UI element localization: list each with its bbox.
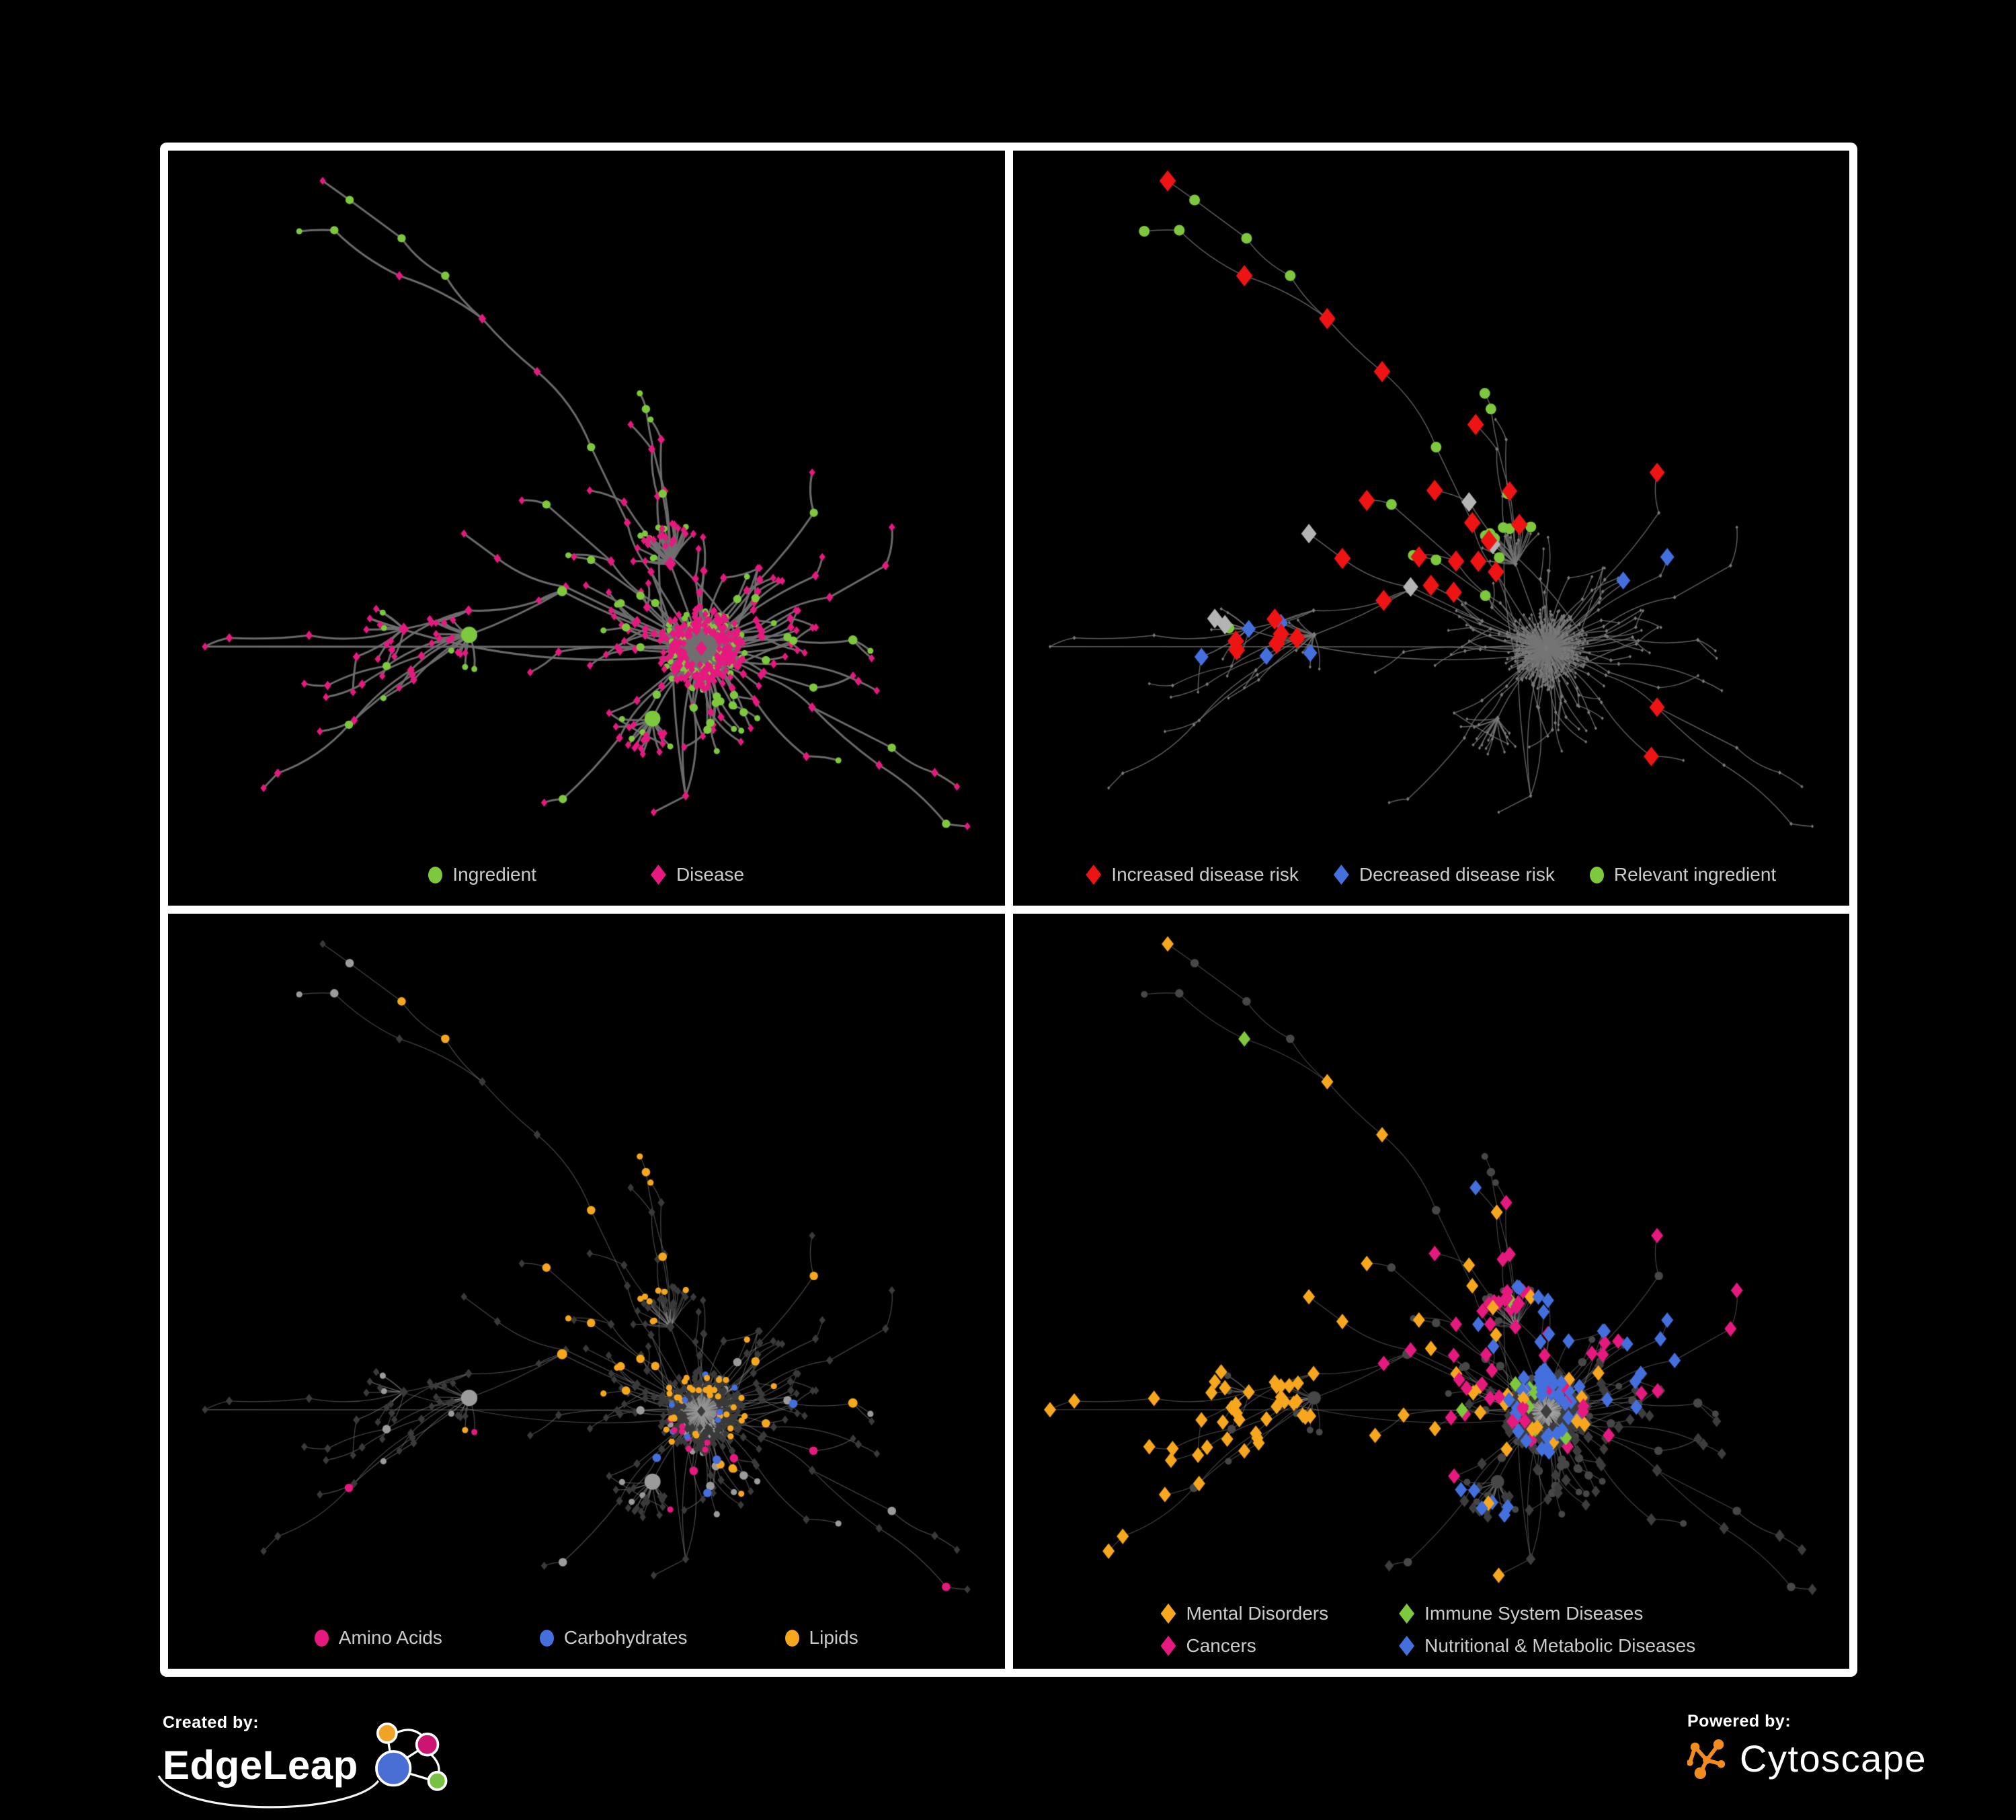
legend-item-disease: Disease bbox=[650, 864, 745, 885]
legend-item-lipids: Lipids bbox=[784, 1627, 858, 1649]
legend-item-carbohydrates: Carbohydrates bbox=[539, 1627, 688, 1649]
mental-disorders-marker bbox=[1160, 1604, 1176, 1624]
legend-item-immune-diseases: Immune System Diseases bbox=[1399, 1603, 1695, 1624]
legend-disease-categories: Mental Disorders Immune System Diseases … bbox=[1013, 1603, 1850, 1657]
legend-item-mental-disorders: Mental Disorders bbox=[1160, 1603, 1329, 1624]
legend-label: Ingredient bbox=[452, 864, 536, 885]
disease-risk-network-canvas bbox=[1012, 151, 1849, 906]
legend-label: Decreased disease risk bbox=[1359, 864, 1555, 885]
cancers-marker bbox=[1160, 1636, 1176, 1656]
legend-item-cancers: Cancers bbox=[1160, 1635, 1329, 1657]
panel-disease-categories: Mental Disorders Immune System Diseases … bbox=[1012, 914, 1850, 1669]
legend-label: Mental Disorders bbox=[1186, 1603, 1329, 1624]
cytoscape-logo-icon bbox=[1687, 1739, 1726, 1779]
panel-disease-risk: Increased disease risk Decreased disease… bbox=[1012, 151, 1850, 906]
legend-label: Disease bbox=[676, 864, 745, 885]
legend-label: Nutritional & Metabolic Diseases bbox=[1424, 1635, 1696, 1656]
legend-item-increased-risk: Increased disease risk bbox=[1086, 864, 1299, 885]
decreased-risk-marker bbox=[1333, 865, 1349, 885]
legend-ingredient-disease: Ingredient Disease bbox=[168, 864, 1005, 885]
edgeleap-logo-icon bbox=[157, 1723, 448, 1809]
powered-by-label: Powered by: bbox=[1687, 1712, 1791, 1731]
legend-item-amino-acids: Amino Acids bbox=[314, 1627, 442, 1649]
relevant-ingredient-marker bbox=[1589, 866, 1604, 883]
carbohydrates-marker bbox=[539, 1629, 554, 1647]
legend-nutrients: Amino Acids Carbohydrates Lipids bbox=[168, 1627, 1005, 1649]
network-grid: Ingredient Disease Increased disease ris… bbox=[160, 143, 1857, 1677]
edgeleap-wordmark: EdgeLeap bbox=[163, 1743, 358, 1788]
lipids-marker bbox=[784, 1629, 799, 1647]
legend-label: Lipids bbox=[809, 1627, 858, 1648]
increased-risk-marker bbox=[1086, 865, 1102, 885]
legend-label: Relevant ingredient bbox=[1613, 864, 1777, 885]
legend-item-relevant-ingredient: Relevant ingredient bbox=[1589, 864, 1777, 885]
ingredient-disease-network-canvas bbox=[168, 151, 1004, 906]
edgeleap-credit: Created by: EdgeLeap bbox=[157, 1713, 455, 1809]
panel-ingredient-disease: Ingredient Disease bbox=[168, 151, 1005, 906]
immune-diseases-marker bbox=[1399, 1604, 1415, 1624]
cytoscape-brand: Cytoscape bbox=[1687, 1737, 1927, 1780]
ingredient-marker bbox=[428, 866, 443, 883]
amino-acids-marker bbox=[314, 1629, 329, 1647]
created-by-label: Created by: bbox=[163, 1713, 259, 1732]
nutritional-metabolic-marker bbox=[1399, 1636, 1415, 1656]
legend-label: Amino Acids bbox=[338, 1627, 442, 1648]
legend-item-decreased-risk: Decreased disease risk bbox=[1333, 864, 1555, 885]
cytoscape-credit: Powered by: Cytosc bbox=[1687, 1712, 1927, 1780]
cytoscape-wordmark: Cytoscape bbox=[1740, 1737, 1927, 1780]
disease-marker bbox=[650, 865, 666, 885]
legend-item-ingredient: Ingredient bbox=[428, 864, 536, 885]
legend-item-nutritional-metabolic: Nutritional & Metabolic Diseases bbox=[1399, 1635, 1695, 1657]
disease-categories-network-canvas bbox=[1012, 914, 1849, 1669]
legend-label: Increased disease risk bbox=[1111, 864, 1299, 885]
edgeleap-brand: EdgeLeap bbox=[157, 1723, 455, 1809]
nutrients-network-canvas bbox=[168, 914, 1004, 1669]
legend-label: Carbohydrates bbox=[563, 1627, 688, 1648]
legend-label: Cancers bbox=[1186, 1635, 1256, 1656]
panel-nutrients: Amino Acids Carbohydrates Lipids bbox=[168, 914, 1005, 1669]
legend-disease-risk: Increased disease risk Decreased disease… bbox=[1013, 864, 1850, 885]
legend-label: Immune System Diseases bbox=[1424, 1603, 1644, 1624]
